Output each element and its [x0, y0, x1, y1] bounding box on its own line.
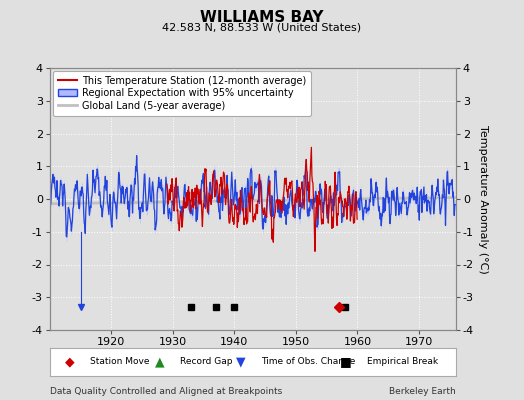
Text: Time of Obs. Change: Time of Obs. Change	[261, 358, 355, 366]
Text: Record Gap: Record Gap	[180, 358, 232, 366]
Text: ▲: ▲	[155, 356, 164, 368]
Text: WILLIAMS BAY: WILLIAMS BAY	[200, 10, 324, 25]
Y-axis label: Temperature Anomaly (°C): Temperature Anomaly (°C)	[478, 125, 488, 273]
Legend: This Temperature Station (12-month average), Regional Expectation with 95% uncer: This Temperature Station (12-month avera…	[53, 71, 311, 116]
Text: Data Quality Controlled and Aligned at Breakpoints: Data Quality Controlled and Aligned at B…	[50, 387, 282, 396]
Text: Berkeley Earth: Berkeley Earth	[389, 387, 456, 396]
Text: ◆: ◆	[66, 356, 75, 368]
Text: 42.583 N, 88.533 W (United States): 42.583 N, 88.533 W (United States)	[162, 22, 362, 32]
Text: ■: ■	[341, 356, 352, 368]
Text: Empirical Break: Empirical Break	[367, 358, 438, 366]
Text: Station Move: Station Move	[91, 358, 150, 366]
Text: ▼: ▼	[236, 356, 245, 368]
